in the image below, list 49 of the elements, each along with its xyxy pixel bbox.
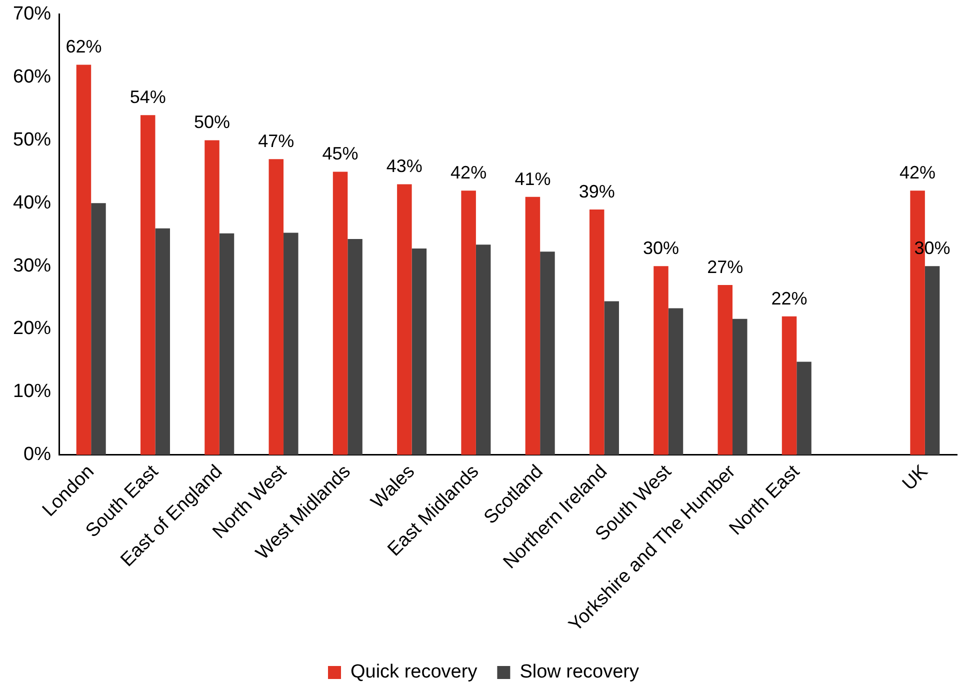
data-label: 22%	[771, 288, 808, 308]
data-label: 62%	[66, 36, 102, 57]
data-label: 42%	[900, 162, 936, 183]
bar	[284, 232, 298, 455]
legend-label: Quick recovery	[350, 662, 478, 683]
bar	[155, 228, 170, 455]
bar	[604, 301, 619, 455]
data-label: 45%	[322, 144, 358, 164]
data-label: 47%	[258, 131, 294, 152]
bar	[412, 248, 427, 455]
bar	[397, 184, 412, 455]
data-label: 39%	[578, 181, 615, 202]
y-tick-label: 50%	[12, 129, 52, 150]
data-label: 42%	[450, 162, 487, 183]
bar	[332, 172, 348, 455]
bar	[668, 308, 684, 455]
bar	[589, 209, 604, 455]
data-label: 43%	[386, 156, 422, 176]
data-label: 27%	[707, 256, 744, 277]
y-tick-label: 10%	[12, 381, 52, 402]
data-label: 41%	[514, 168, 551, 189]
bar	[348, 239, 362, 455]
data-label: 54%	[130, 87, 166, 108]
y-tick-label: 60%	[12, 66, 52, 88]
bar	[540, 252, 555, 455]
bar	[219, 233, 234, 455]
y-tick-label: 70%	[12, 4, 52, 25]
y-tick-label: 40%	[12, 192, 52, 214]
bar	[782, 316, 797, 455]
data-label: 30%	[642, 238, 680, 258]
bar	[268, 159, 284, 455]
bar	[76, 64, 92, 455]
y-tick-label: 20%	[12, 318, 52, 340]
y-tick-label: 0%	[24, 444, 52, 466]
data-label: 50%	[194, 112, 230, 132]
bar	[732, 318, 748, 455]
bar	[461, 190, 476, 455]
bar	[91, 203, 106, 455]
bar	[796, 362, 812, 455]
bar	[476, 244, 491, 455]
x-tick-label: UK	[898, 461, 932, 495]
bar	[140, 115, 156, 455]
legend-label: Slow recovery	[520, 662, 640, 683]
bar	[204, 140, 220, 455]
bar	[525, 196, 540, 455]
y-tick-label: 30%	[12, 255, 52, 276]
bar	[718, 284, 733, 455]
bar	[654, 266, 668, 455]
bar	[924, 266, 940, 455]
